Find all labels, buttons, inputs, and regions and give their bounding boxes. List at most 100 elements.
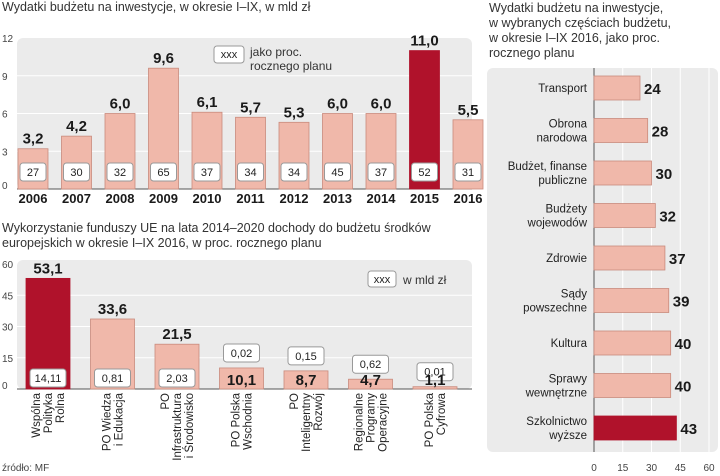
chart2-bar: [283, 370, 329, 390]
chart1-category-label: 2009: [149, 191, 178, 206]
chart3-category-label: wyższe: [548, 430, 587, 442]
chart1-ytick: 6: [2, 110, 8, 121]
chart2-amount-value: 0,01: [424, 367, 445, 379]
chart2-category-label: Infrastruktura: [172, 392, 184, 460]
chart3-category-label: publiczne: [538, 175, 587, 187]
chart1-ytick: 3: [2, 147, 8, 158]
chart1-category-label: 2012: [280, 191, 309, 206]
chart1-category-label: 2011: [236, 191, 264, 206]
chart2-category-label: Wspólna: [31, 392, 43, 437]
chart1-value-label: 5,7: [240, 99, 261, 116]
chart3-value-label: 43: [680, 421, 697, 438]
chart3-category-label: wojewodów: [527, 218, 588, 230]
chart1-plan-percent: 52: [418, 167, 430, 179]
chart2-amount-value: 0,15: [295, 351, 316, 363]
chart1-plan-percent: 31: [462, 167, 474, 179]
chart1-plan-box: [411, 162, 438, 182]
chart3-bar: [593, 415, 677, 441]
chart1-category-label: 2006: [19, 191, 48, 206]
chart2-amount-value: 2,03: [166, 373, 187, 385]
chart1-ytick: 0: [2, 181, 8, 192]
chart2-category-label: Cyfrowa: [436, 392, 448, 435]
chart2-amount-box: [29, 368, 67, 388]
chart1-legend: xxx jako proc. rocznego planu: [213, 45, 332, 73]
chart1-plan-percent: 27: [27, 167, 39, 179]
chart1-plan-percent: 37: [375, 167, 387, 179]
chart1-plan-box: [280, 162, 308, 182]
chart3-bar: [593, 288, 670, 313]
chart-investment-expenditure: Wydatki budżetu na inwestycje, w okresie…: [2, 0, 484, 206]
chart1-plan-box: [454, 162, 482, 182]
chart3-bar: [593, 203, 656, 228]
chart2-legend-box: [367, 270, 397, 288]
chart2-amount-value: 0,81: [102, 373, 123, 385]
chart1-value-label: 5,5: [458, 102, 479, 119]
chart1-plan-percent: 37: [201, 167, 213, 179]
chart1-plan-box: [150, 162, 177, 182]
chart3-category-label: Kultura: [551, 338, 588, 350]
chart3-category-label: Szkolnictwo: [526, 416, 587, 428]
chart1-value-label: 6,0: [371, 96, 392, 113]
chart3-category-label: narodowa: [536, 133, 587, 145]
chart-budget-sections: Wydatki budżetu na inwestycje, w wybrany…: [487, 1, 718, 474]
chart1-value-label: 6,0: [110, 96, 131, 113]
chart3-bar: [593, 160, 652, 186]
chart1-plan-percent: 34: [288, 167, 300, 179]
chart1-plan-box: [324, 162, 351, 182]
chart3-category-label: Transport: [538, 83, 588, 95]
chart1-plan-percent: 65: [157, 167, 169, 179]
chart3-bar: [593, 118, 649, 143]
chart1-plan-percent: 30: [70, 167, 82, 179]
chart3-value-label: 39: [673, 294, 690, 311]
chart2-title-line2: europejskich w okresie I–IX 2016, w proc…: [2, 236, 322, 250]
chart1-category-label: 2010: [193, 191, 222, 206]
chart1-category-label: 2016: [454, 191, 483, 206]
chart2-value-label: 10,1: [227, 372, 256, 389]
chart1-plan-box: [237, 162, 264, 182]
chart2-bar: [412, 386, 458, 390]
chart1-ytick: 9: [2, 72, 8, 83]
chart1-ytick: 12: [2, 34, 14, 45]
source-note: źródło: MF: [2, 463, 49, 474]
chart2-legend: xxx w mld zł: [367, 270, 447, 288]
chart1-value-label: 6,0: [327, 96, 348, 113]
chart1-legend-box-text: xxx: [221, 49, 238, 61]
chart1-value-label: 11,0: [410, 33, 438, 50]
chart2-category-label: i Środowisko: [183, 393, 196, 458]
chart3-bar: [593, 245, 666, 271]
chart1-category-label: 2013: [323, 191, 352, 206]
chart2-ytick: 45: [2, 291, 14, 302]
chart2-amount-box: [94, 368, 131, 388]
chart2-amount-value: 0,62: [360, 359, 381, 371]
chart2-value-label: 4,7: [360, 372, 381, 389]
chart2-category-label: PO Polska: [424, 392, 436, 447]
chart1-legend-line2: rocznego planu: [250, 59, 332, 73]
chart1-title: Wydatki budżetu na inwestycje, w okresie…: [2, 0, 311, 14]
chart3-value-label: 30: [656, 166, 673, 183]
chart1-value-label: 4,2: [66, 118, 87, 135]
chart3-bar: [593, 75, 641, 101]
chart1-plan-percent: 32: [114, 167, 126, 179]
chart-eu-funds: Wykorzystanie funduszy UE na lata 2014–2…: [2, 221, 472, 474]
chart1-value-label: 5,3: [284, 104, 305, 121]
chart3-xtick: 0: [591, 463, 597, 474]
chart3-value-label: 32: [659, 209, 676, 226]
chart1-plan-box: [106, 162, 134, 182]
chart1-plan-box: [367, 162, 395, 182]
chart2-category-label: Rozwój: [313, 393, 325, 431]
chart2-amount-value: 14,11: [35, 373, 62, 385]
chart3-title-line3: w okresie I–IX 2016, jako proc.: [488, 31, 660, 45]
chart3-title-line1: Wydatki budżetu na inwestycje,: [489, 1, 663, 15]
chart2-ytick: 0: [2, 381, 8, 392]
chart3-value-label: 40: [675, 379, 692, 396]
chart3-value-label: 24: [644, 81, 661, 98]
chart1-plan-percent: 34: [244, 167, 256, 179]
chart3-category-label: Budżet, finanse: [508, 161, 587, 173]
chart3-bar: [593, 330, 672, 356]
chart1-plan-box: [63, 162, 90, 182]
chart2-category-label: PO: [289, 393, 301, 410]
chart1-plan-percent: 45: [331, 167, 343, 179]
chart2-category-label: PO Wiedza: [102, 392, 114, 451]
chart2-legend-box-text: xxx: [374, 274, 391, 286]
